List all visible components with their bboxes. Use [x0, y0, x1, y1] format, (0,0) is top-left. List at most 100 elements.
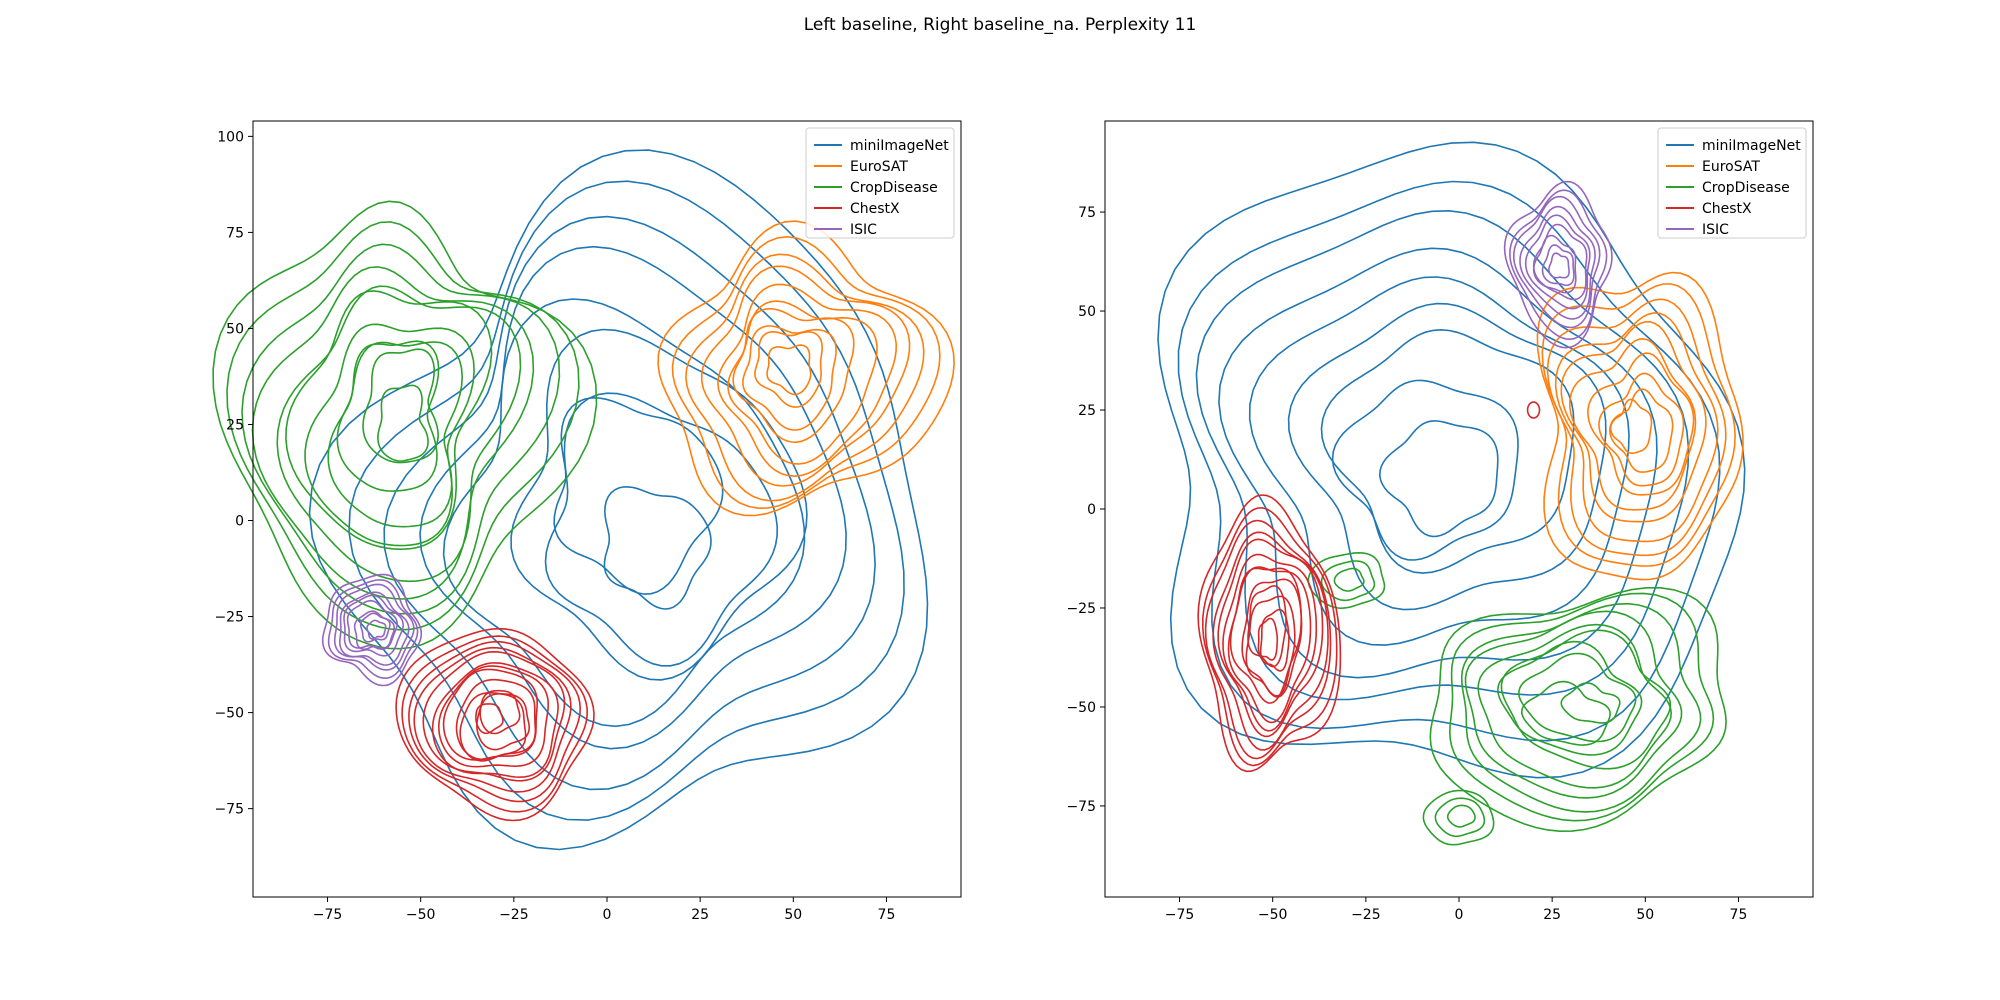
contour-line	[1222, 553, 1318, 732]
y-tick-label: 100	[217, 129, 244, 145]
contour-line	[1609, 398, 1653, 454]
contour-line	[1197, 494, 1342, 773]
legend-label: ChestX	[1702, 201, 1752, 217]
contour-line	[1195, 209, 1690, 701]
contour-line	[1257, 617, 1279, 661]
contour-line	[1560, 682, 1621, 724]
contour-line	[1241, 578, 1303, 698]
series-isic	[1503, 180, 1613, 349]
contour-line	[1560, 320, 1707, 523]
x-tick-label: 75	[878, 907, 896, 923]
contour-line	[343, 594, 404, 657]
contour-line	[1287, 302, 1607, 611]
x-tick-label: −50	[406, 907, 436, 923]
y-tick-label: −75	[214, 802, 244, 818]
contour-line	[1464, 610, 1683, 799]
contour-line	[1204, 519, 1332, 760]
x-tick-label: 25	[1543, 907, 1561, 923]
contour-line	[321, 573, 423, 687]
contour-line	[422, 650, 566, 782]
contour-line	[348, 180, 905, 821]
x-tick-label: −75	[313, 907, 343, 923]
series-cropdisease	[1307, 551, 1727, 846]
legend-box	[805, 127, 955, 239]
contour-line	[717, 283, 898, 478]
plot-panel-2: −75 −50 −25 0 25 50 75 −75 −50 −25 0 25 50 75 miniImag…	[1066, 120, 1814, 923]
contour-line	[442, 298, 806, 728]
contour-line	[671, 235, 941, 510]
x-tick-label: −25	[499, 907, 529, 923]
contour-line	[1259, 608, 1290, 672]
series-chestx	[395, 627, 595, 822]
contour-line	[475, 703, 504, 735]
contour-line	[431, 662, 559, 779]
contour-line	[285, 290, 493, 551]
contour-line	[383, 215, 876, 791]
contour-line	[413, 646, 572, 793]
series-eurosat	[657, 220, 955, 517]
contour-line	[437, 665, 550, 768]
y-tick-label: −75	[1066, 799, 1096, 815]
contour-line	[308, 149, 929, 851]
contour-line	[732, 307, 855, 444]
contour-line	[1245, 595, 1296, 697]
contour-line	[1218, 247, 1658, 679]
plot-panel-1: −75 −50 −25 0 25 50 75 −75 −50 −25 0 25 50 75 100 miniI…	[212, 120, 962, 923]
contour-line	[419, 245, 847, 750]
legend: miniImageNet EuroSAT CropDisease ChestX ISIC	[805, 127, 955, 239]
contour-line	[395, 627, 595, 822]
contour-line	[276, 285, 522, 583]
series-cropdisease	[212, 200, 598, 650]
contour-line	[346, 599, 398, 651]
contour-line	[359, 612, 391, 643]
x-tick-label: 50	[1636, 907, 1654, 923]
figure-title: Left baseline, Right baseline_na. Perple…	[803, 15, 1197, 35]
x-tick-label: 0	[1455, 907, 1464, 923]
contour-line	[1422, 789, 1495, 846]
contour-line	[1247, 585, 1287, 668]
contour-line	[742, 325, 837, 431]
y-tick-label: 0	[235, 514, 244, 530]
contour-line	[510, 328, 808, 681]
contour-line	[700, 265, 911, 487]
contour-line	[1598, 372, 1685, 487]
series-miniimagenet	[1157, 141, 1746, 779]
contour-line	[685, 253, 925, 502]
contour-line	[327, 341, 464, 528]
contour-line	[333, 583, 415, 671]
contour-line	[1320, 560, 1376, 602]
contour-line	[1532, 234, 1577, 294]
contour-line	[479, 689, 521, 735]
contour-line	[442, 668, 539, 761]
contour-line	[327, 579, 419, 680]
contour-line	[1568, 337, 1697, 511]
contour-line	[1202, 507, 1338, 767]
y-tick-label: 50	[1078, 304, 1096, 320]
contour-line	[1541, 244, 1575, 287]
contour-line	[766, 344, 812, 396]
y-tick-label: 25	[226, 417, 244, 433]
y-tick-label: 0	[1087, 502, 1096, 518]
contour-line	[336, 340, 440, 492]
contour-line	[1378, 420, 1499, 538]
contour-line	[304, 323, 475, 547]
series-isic	[321, 573, 423, 687]
y-tick-label: 75	[1078, 205, 1096, 221]
contour-line	[1608, 388, 1674, 473]
contour-line	[1460, 602, 1702, 813]
contour-line	[1331, 379, 1519, 561]
contour-line	[1536, 271, 1744, 581]
contour-line	[1333, 567, 1365, 592]
contour-line	[1548, 252, 1570, 279]
contour-line	[455, 678, 537, 761]
legend: miniImageNet EuroSAT CropDisease ChestX ISIC	[1657, 127, 1807, 239]
series-chestx	[1197, 401, 1541, 773]
contour-line	[1554, 312, 1719, 543]
legend-label: EuroSAT	[1702, 159, 1760, 175]
x-tick-label: 0	[603, 907, 612, 923]
contour-line	[1434, 797, 1486, 838]
contour-line	[476, 693, 530, 751]
series-eurosat	[1536, 271, 1744, 581]
contour-line	[1524, 214, 1591, 310]
contour-line	[657, 220, 955, 517]
